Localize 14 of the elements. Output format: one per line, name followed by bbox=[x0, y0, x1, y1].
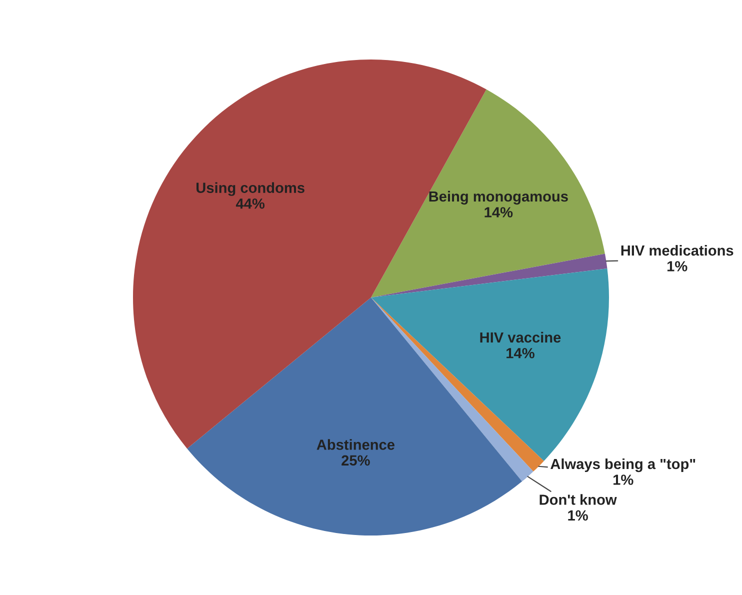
data-label: 14% bbox=[484, 207, 513, 218]
data-label: 1% bbox=[568, 510, 588, 521]
data-label: 14% bbox=[506, 348, 534, 358]
slice-label: Being monogamous bbox=[429, 190, 568, 205]
data-label: 1% bbox=[667, 261, 688, 272]
slice-label: Don't know bbox=[540, 494, 617, 505]
slice-label: HIV medications bbox=[621, 244, 734, 256]
slice-label: Using condoms bbox=[196, 182, 304, 196]
data-label: 44% bbox=[236, 198, 265, 209]
slice-label: HIV vaccine bbox=[480, 332, 561, 343]
data-label: 25% bbox=[342, 455, 370, 466]
data-label: 1% bbox=[614, 474, 634, 485]
slice-label: Abstinence bbox=[316, 439, 394, 450]
slice-label: Always being a "top" bbox=[550, 458, 696, 472]
